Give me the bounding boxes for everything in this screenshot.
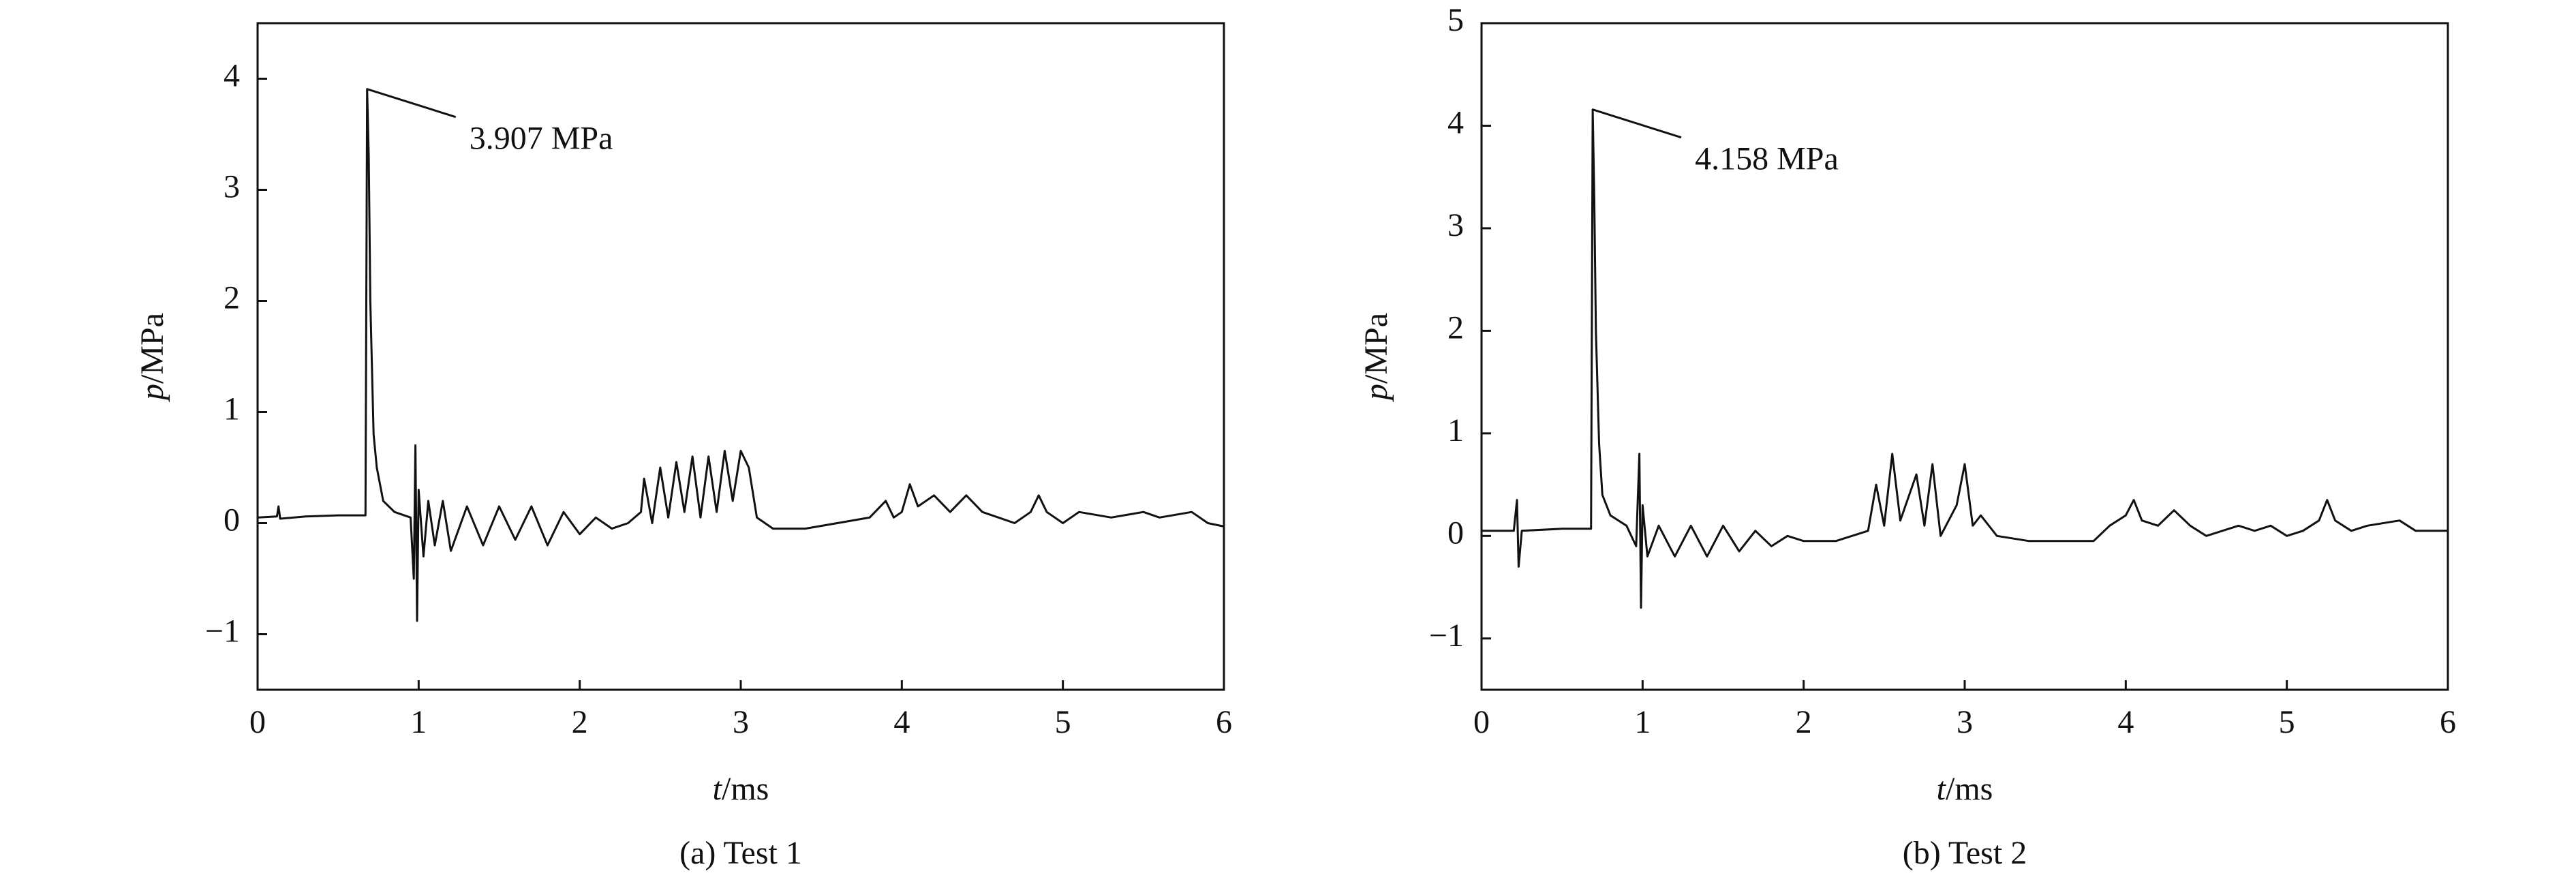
caption: (b) Test 2 xyxy=(1903,835,2027,871)
x-label-var: t xyxy=(713,771,723,807)
y-tick-label: 3 xyxy=(224,169,240,205)
x-tick-label: 5 xyxy=(1055,704,1071,740)
annotation-leader xyxy=(1592,108,1682,139)
plot-frame xyxy=(256,22,1225,691)
y-tick-label: 2 xyxy=(1447,309,1464,346)
x-axis-label: t/ms xyxy=(713,771,769,807)
x-tick-label: 5 xyxy=(2279,704,2295,740)
annotation-leader xyxy=(367,88,457,119)
annotation: 4.158 MPa xyxy=(1695,141,1839,177)
y-tick-label: 5 xyxy=(1447,2,1464,38)
y-tick-label: 2 xyxy=(224,280,240,316)
x-label-unit: /ms xyxy=(1946,771,1993,807)
y-tick-label: 0 xyxy=(224,502,240,538)
y-label-unit: /MPa xyxy=(1358,313,1394,384)
y-axis-label: p/MPa xyxy=(1358,313,1394,402)
x-tick-label: 0 xyxy=(1473,704,1490,740)
y-axis-label: p/MPa xyxy=(134,313,170,402)
x-tick-label: 4 xyxy=(893,704,910,740)
x-axis-label: t/ms xyxy=(1937,771,1993,807)
pressure-line xyxy=(257,88,1225,622)
x-label-unit: /ms xyxy=(722,771,769,807)
x-label-var: t xyxy=(1937,771,1947,807)
y-tick-label: 1 xyxy=(224,391,240,427)
x-tick-label: 6 xyxy=(1216,704,1232,740)
x-tick-label: 3 xyxy=(733,704,749,740)
chart-panel: 0 1 2 3 4 5 6 −1 0 1 2 3 4 5 t/ms p/MPa (b) Test 2 4.158 … xyxy=(1358,2,2456,871)
y-tick-label: 1 xyxy=(1447,412,1464,448)
x-tick-label: 4 xyxy=(2117,704,2134,740)
caption: (a) Test 1 xyxy=(679,835,802,871)
y-tick-label: 3 xyxy=(1447,207,1464,243)
x-tick-label: 1 xyxy=(410,704,427,740)
y-tick-label: 0 xyxy=(1447,515,1464,551)
chart-panel: 0 1 2 3 4 5 6 −1 0 1 2 3 4 t/ms p/MPa (a) Test 1 3.907 M… xyxy=(134,22,1232,871)
y-label-var: p xyxy=(1358,384,1394,402)
x-tick-label: 2 xyxy=(572,704,588,740)
annotation: 3.907 MPa xyxy=(470,121,613,157)
pressure-line xyxy=(1482,108,2448,609)
x-tick-label: 2 xyxy=(1796,704,1812,740)
x-tick-label: 6 xyxy=(2440,704,2456,740)
y-tick-label: 4 xyxy=(1447,104,1464,140)
y-tick-label: 4 xyxy=(224,58,240,94)
y-tick-label: −1 xyxy=(1429,618,1464,654)
x-tick-label: 3 xyxy=(1957,704,1973,740)
x-tick-label: 0 xyxy=(249,704,266,740)
x-tick-label: 1 xyxy=(1634,704,1651,740)
y-label-var: p xyxy=(134,384,170,402)
y-label-unit: /MPa xyxy=(134,313,170,384)
y-tick-label: −1 xyxy=(205,613,240,650)
plot-frame xyxy=(1480,22,2449,691)
